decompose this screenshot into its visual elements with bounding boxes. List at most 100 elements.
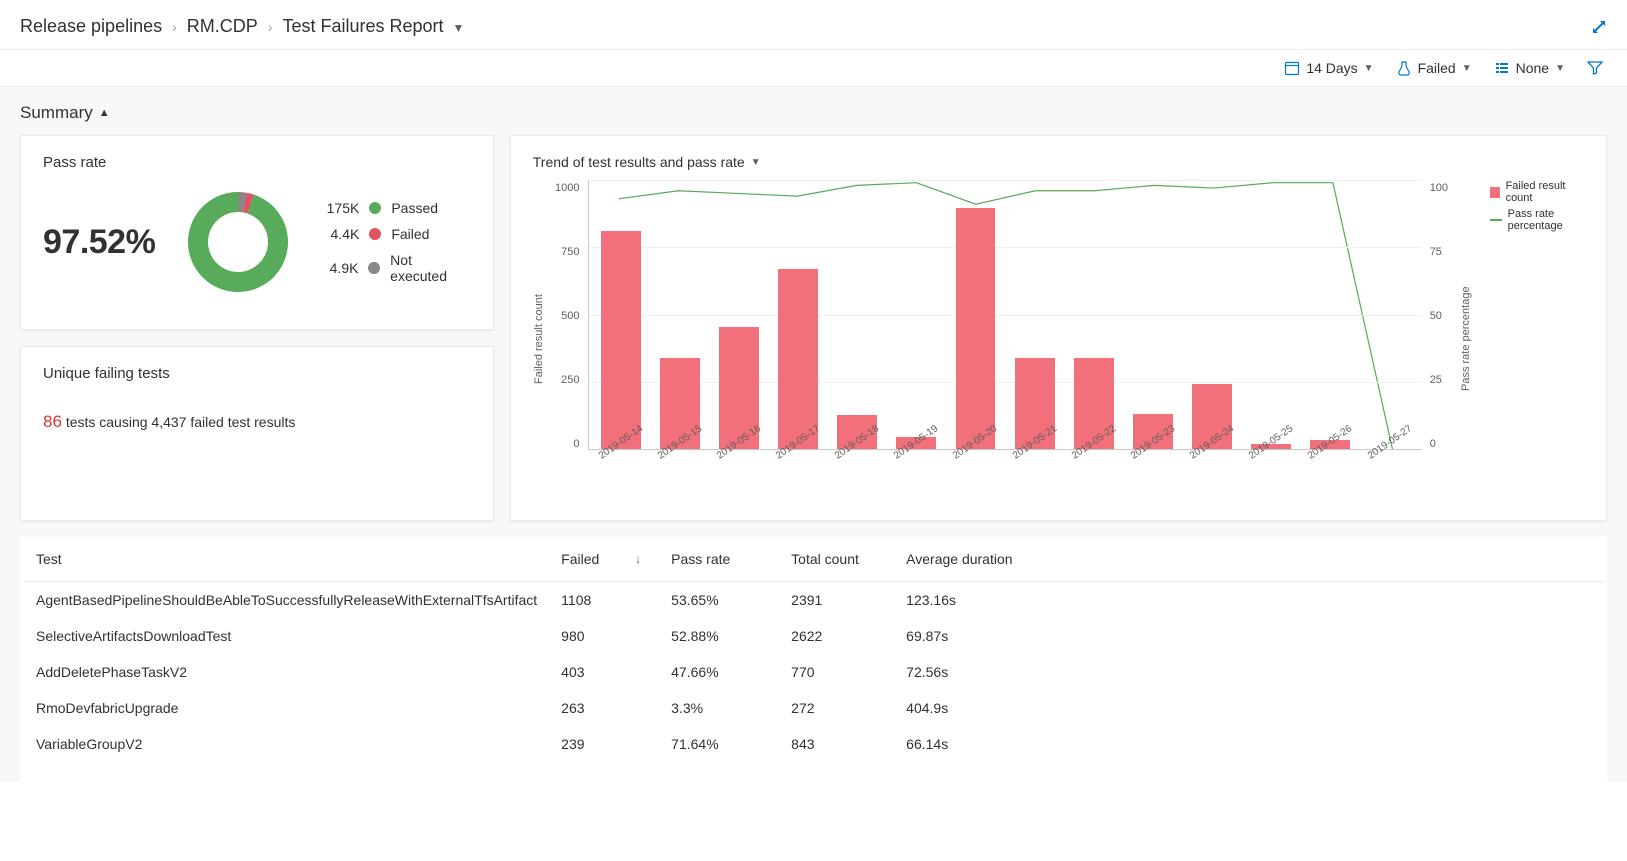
table-cell: 47.66%: [659, 654, 779, 690]
table-row[interactable]: VariableGroupV223971.64%84366.14s: [24, 726, 1603, 762]
bar-slot: [1124, 180, 1181, 449]
table-cell: 980: [549, 618, 659, 654]
table-cell: RmoDevfabricUpgrade: [24, 690, 549, 726]
filter-bar: 14 Days ▼ Failed ▼ None ▼: [0, 50, 1627, 87]
results-table-area: TestFailed↓Pass rateTotal countAverage d…: [20, 537, 1607, 782]
legend-row: 4.9KNot executed: [321, 252, 470, 284]
table-row[interactable]: AddDeletePhaseTaskV240347.66%77072.56s: [24, 654, 1603, 690]
table-cell: AgentBasedPipelineShouldBeAbleToSuccessf…: [24, 582, 549, 619]
legend-row: 175KPassed: [321, 200, 470, 216]
chevron-up-icon: ▲: [99, 107, 110, 119]
x-axis: 2019-05-142019-05-152019-05-162019-05-17…: [588, 450, 1422, 498]
breadcrumb-item[interactable]: RM.CDP: [187, 16, 258, 37]
table-cell: 52.88%: [659, 618, 779, 654]
chevron-down-icon: ▼: [453, 21, 465, 35]
sort-arrow-icon: ↓: [635, 552, 641, 566]
y-right-label: Pass rate percentage: [1460, 180, 1472, 498]
pass-rate-donut: [183, 187, 293, 297]
trend-title: Trend of test results and pass rate: [533, 154, 745, 170]
unique-title: Unique failing tests: [43, 365, 471, 382]
bar-slot: [1006, 180, 1063, 449]
breadcrumb-bar: Release pipelines › RM.CDP › Test Failur…: [0, 0, 1627, 50]
bar-slot: [1361, 180, 1418, 449]
legend-dot-icon: [368, 262, 380, 274]
filter-days-label: 14 Days: [1306, 60, 1357, 76]
table-cell: 239: [549, 726, 659, 762]
trend-card: Trend of test results and pass rate ▼ Fa…: [510, 135, 1607, 521]
bar-slot: [593, 180, 650, 449]
breadcrumb-label: Test Failures Report: [282, 16, 443, 36]
table-cell: 3.3%: [659, 690, 779, 726]
bar-slot: [770, 180, 827, 449]
legend-swatch-line: [1490, 219, 1502, 221]
bar[interactable]: [956, 208, 996, 449]
table-header[interactable]: Failed↓: [549, 537, 659, 582]
bar-slot: [1242, 180, 1299, 449]
table-cell: 1108: [549, 582, 659, 619]
summary-toggle[interactable]: Summary ▲: [20, 103, 1607, 123]
bar-slot: [829, 180, 886, 449]
filter-icon[interactable]: [1587, 60, 1603, 76]
y-tick: 0: [1430, 438, 1436, 450]
y-left-axis: 10007505002500: [553, 180, 580, 450]
breadcrumb-item[interactable]: Release pipelines: [20, 16, 162, 37]
table-cell: 403: [549, 654, 659, 690]
legend-label: Failed: [391, 226, 429, 242]
calendar-icon: [1284, 60, 1300, 76]
breadcrumb: Release pipelines › RM.CDP › Test Failur…: [20, 16, 464, 37]
y-tick: 75: [1430, 246, 1442, 258]
unique-rest: tests causing 4,437 failed test results: [66, 414, 296, 430]
legend-label: Not executed: [390, 252, 471, 284]
y-left-label: Failed result count: [533, 180, 545, 498]
table-cell: 72.56s: [894, 654, 1603, 690]
table-row[interactable]: AgentBasedPipelineShouldBeAbleToSuccessf…: [24, 582, 1603, 619]
summary-title: Summary: [20, 103, 93, 123]
filter-outcome[interactable]: Failed ▼: [1396, 60, 1472, 76]
table-cell: 404.9s: [894, 690, 1603, 726]
chevron-down-icon: ▼: [751, 157, 761, 168]
bar[interactable]: [601, 231, 641, 449]
y-tick: 750: [561, 246, 579, 258]
y-tick: 500: [561, 310, 579, 322]
legend-row: 4.4KFailed: [321, 226, 470, 242]
legend-dot-icon: [369, 202, 381, 214]
table-header[interactable]: Test: [24, 537, 549, 582]
legend-swatch-bar: [1490, 187, 1500, 198]
y-tick: 250: [561, 374, 579, 386]
bar-slot: [652, 180, 709, 449]
filter-days[interactable]: 14 Days ▼: [1284, 60, 1373, 76]
trend-title-toggle[interactable]: Trend of test results and pass rate ▼: [533, 154, 1584, 170]
chevron-down-icon: ▼: [1555, 63, 1565, 74]
trend-plot: [588, 180, 1422, 450]
pass-rate-percent: 97.52%: [43, 223, 155, 262]
y-right-axis: 1007550250: [1430, 180, 1452, 450]
bar[interactable]: [778, 269, 818, 449]
table-row[interactable]: RmoDevfabricUpgrade2633.3%272404.9s: [24, 690, 1603, 726]
y-tick: 1000: [555, 182, 579, 194]
unique-count: 86: [43, 412, 62, 431]
table-cell: VariableGroupV2: [24, 726, 549, 762]
table-cell: 843: [779, 726, 894, 762]
breadcrumb-item-current[interactable]: Test Failures Report ▼: [282, 16, 464, 37]
bar-slot: [711, 180, 768, 449]
filter-groupby[interactable]: None ▼: [1494, 60, 1565, 76]
legend-dot-icon: [369, 228, 381, 240]
content-area: Summary ▲ Pass rate 97.52% 175KPassed 4.4…: [0, 87, 1627, 782]
table-cell: 53.65%: [659, 582, 779, 619]
table-header[interactable]: Total count: [779, 537, 894, 582]
table-header[interactable]: Average duration: [894, 537, 1603, 582]
table-cell: 71.64%: [659, 726, 779, 762]
legend-count: 175K: [321, 200, 359, 216]
bar-slot: [1065, 180, 1122, 449]
table-row[interactable]: SelectiveArtifactsDownloadTest98052.88%2…: [24, 618, 1603, 654]
table-header[interactable]: Pass rate: [659, 537, 779, 582]
chevron-right-icon: ›: [172, 19, 177, 35]
bar-slot: [947, 180, 1004, 449]
results-table: TestFailed↓Pass rateTotal countAverage d…: [24, 537, 1603, 762]
bar-slot: [888, 180, 945, 449]
table-cell: 2622: [779, 618, 894, 654]
beaker-icon: [1396, 60, 1412, 76]
table-cell: AddDeletePhaseTaskV2: [24, 654, 549, 690]
legend-line-label: Pass rate percentage: [1508, 208, 1584, 232]
expand-icon[interactable]: [1591, 19, 1607, 35]
